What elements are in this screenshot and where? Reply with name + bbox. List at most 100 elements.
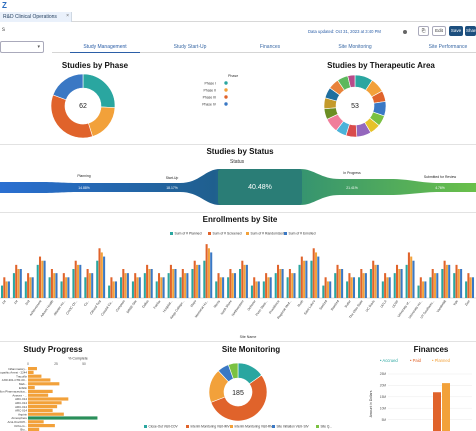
enrollment-bar bbox=[198, 264, 201, 298]
filter-select[interactable]: ▾ bbox=[0, 41, 44, 53]
enrollment-bar bbox=[62, 273, 65, 298]
monitoring-legend-swatch bbox=[272, 425, 275, 428]
enrollment-bar bbox=[112, 281, 115, 298]
progress-label: ARC-014 bbox=[15, 409, 27, 413]
refresh-dot-icon[interactable] bbox=[403, 30, 407, 34]
enrollment-site-label: Coastal Ca... bbox=[100, 299, 114, 316]
enrollment-bar bbox=[162, 277, 165, 298]
finance-tick: 20M bbox=[380, 384, 387, 388]
enrollment-bar bbox=[395, 264, 399, 298]
enrollment-site-label: Stanford bbox=[330, 299, 340, 311]
enrollment-bar bbox=[108, 285, 111, 298]
progress-label: Inflammatory... bbox=[8, 367, 27, 371]
tab-site-monitoring[interactable]: Site Monitoring bbox=[338, 44, 372, 50]
enrollment-bar bbox=[314, 252, 318, 298]
enrollment-bar bbox=[233, 273, 237, 298]
enrollment-bar bbox=[3, 277, 6, 298]
enrollment-bar bbox=[329, 281, 332, 298]
enrollment-site-label: UCLA bbox=[379, 299, 388, 309]
enrollment-bar bbox=[5, 281, 8, 298]
enrollment-bar bbox=[191, 269, 194, 298]
enrollment-bar bbox=[281, 269, 284, 298]
finance-legend-label: • Planned bbox=[432, 358, 451, 363]
enrollment-bar bbox=[219, 277, 222, 298]
enrollment-bar bbox=[126, 273, 129, 298]
tab-site-performance[interactable]: Site Performance bbox=[428, 44, 468, 50]
status-enrolling-block bbox=[218, 169, 302, 205]
enrollment-bar bbox=[74, 260, 77, 298]
enrollment-bar bbox=[167, 273, 170, 298]
enrollment-bar bbox=[298, 264, 301, 298]
save-button[interactable]: Save bbox=[449, 26, 463, 36]
enrollment-bar bbox=[448, 264, 451, 298]
enrollment-bar bbox=[467, 273, 470, 298]
enrollment-bar bbox=[114, 281, 118, 298]
enrollment-bar bbox=[43, 260, 46, 298]
dashboard-tabs bbox=[52, 43, 476, 53]
enrollment-bar bbox=[255, 281, 258, 298]
enrollment-bar bbox=[262, 281, 265, 298]
enrollment-bar bbox=[364, 273, 367, 298]
enrollment-bar bbox=[350, 277, 353, 298]
tab-finances[interactable]: Finances bbox=[259, 44, 281, 50]
enrollment-bar bbox=[341, 269, 344, 298]
enrollment-site-label: 1st bbox=[1, 299, 7, 305]
enrollment-bar bbox=[91, 273, 94, 298]
share-button[interactable]: Share bbox=[465, 26, 476, 36]
enrollment-bar bbox=[38, 256, 42, 298]
enrollment-bar bbox=[291, 273, 294, 298]
enrollment-legend-label: Sum of # Planned bbox=[175, 232, 202, 236]
data-updated-text: Data updated: Oct 31, 2023 at 3:40 PM bbox=[308, 29, 381, 34]
enrollment-bar bbox=[120, 277, 123, 298]
enrollment-bar bbox=[215, 281, 218, 298]
area-slice bbox=[347, 74, 356, 88]
edit-button[interactable]: Edit bbox=[432, 26, 446, 36]
enrollment-site-label: Fairfax bbox=[153, 299, 162, 310]
progress-tick: 0 bbox=[27, 362, 29, 366]
enrollment-bar bbox=[293, 273, 296, 298]
finance-tick: 15M bbox=[380, 395, 387, 399]
enrollment-bar bbox=[436, 273, 439, 298]
progress-label: Tracoflix bbox=[16, 374, 27, 378]
finance-tick: 25M bbox=[380, 372, 387, 376]
enrollment-bar bbox=[122, 269, 125, 298]
copy-icon[interactable]: ⎘ bbox=[418, 26, 429, 36]
progress-label: Idiopathic Arrest - 2244 bbox=[0, 371, 27, 375]
progress-bar bbox=[28, 420, 44, 424]
close-icon[interactable]: × bbox=[66, 13, 69, 19]
enrollment-bar bbox=[76, 264, 80, 298]
enrollment-bar bbox=[55, 273, 58, 298]
enrollment-bar bbox=[288, 269, 291, 298]
enrollment-bar bbox=[445, 264, 448, 298]
finance-ylabel: Amount in Dollars bbox=[369, 390, 373, 417]
enrollment-bar bbox=[210, 252, 213, 298]
progress-label: Azol-Oral Diff... bbox=[7, 420, 27, 424]
enrollment-legend-label: Sum of # Screened bbox=[213, 232, 242, 236]
progress-bar bbox=[28, 401, 62, 405]
status-label: Submitted for Review bbox=[424, 175, 457, 179]
enrollment-site-label: Sanford bbox=[318, 299, 328, 311]
phase-slice bbox=[52, 73, 84, 101]
app-tab[interactable]: R&D Clinical Operations × bbox=[0, 12, 72, 22]
enrollment-site-label: Penn State... bbox=[255, 299, 269, 316]
enrollment-bar bbox=[400, 269, 403, 298]
progress-label: Erbilin bbox=[19, 386, 27, 390]
enrollment-bar bbox=[471, 277, 475, 298]
enrollment-bar bbox=[160, 277, 163, 298]
enrollment-bar bbox=[346, 281, 349, 298]
enrollment-bar bbox=[146, 264, 149, 298]
enrollment-site-label: Yale bbox=[452, 299, 459, 307]
progress-label: AXR-301-CTR-00... bbox=[2, 378, 27, 382]
enrollment-bar bbox=[134, 273, 137, 298]
enrollment-bar bbox=[203, 260, 206, 298]
enrollment-bar bbox=[358, 277, 361, 298]
tab-study-start-up[interactable]: Study Start-Up bbox=[173, 44, 207, 50]
enrollment-bar bbox=[172, 269, 175, 298]
enrollment-bar bbox=[24, 281, 27, 298]
enrollment-bar bbox=[324, 277, 327, 298]
enrollment-site-label: Compass bbox=[115, 299, 126, 313]
tab-study-management[interactable]: Study Management bbox=[70, 44, 140, 53]
enrollment-bar bbox=[150, 269, 153, 298]
phase-legend-label: Phase II bbox=[204, 88, 216, 92]
enrollment-site-label: Mayo bbox=[189, 299, 197, 308]
